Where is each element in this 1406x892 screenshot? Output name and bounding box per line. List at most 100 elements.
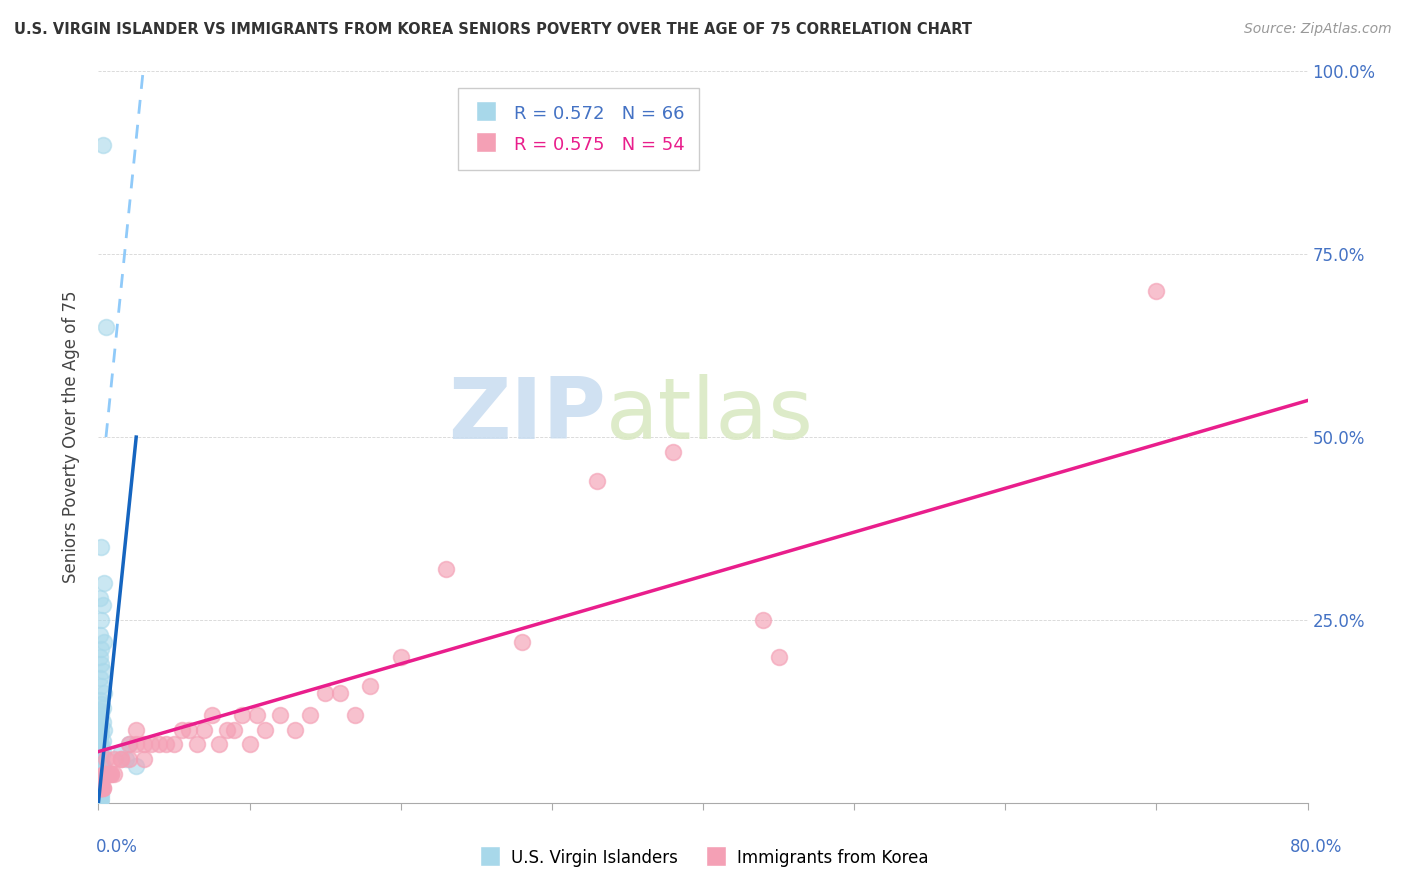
- Legend: U.S. Virgin Islanders, Immigrants from Korea: U.S. Virgin Islanders, Immigrants from K…: [471, 841, 935, 875]
- Point: [100, 766, 122, 780]
- Point: [155, 737, 177, 751]
- Point: [90, 766, 112, 780]
- Point: [90, 781, 112, 796]
- Point: [89, 649, 111, 664]
- Point: [89, 781, 111, 796]
- Point: [299, 708, 322, 723]
- Point: [91, 781, 114, 796]
- Point: [163, 737, 186, 751]
- Point: [434, 562, 457, 576]
- Point: [89, 794, 111, 808]
- Point: [89, 781, 111, 796]
- Y-axis label: Seniors Poverty Over the Age of 75: Seniors Poverty Over the Age of 75: [62, 291, 80, 583]
- Point: [132, 752, 155, 766]
- Text: ZIP: ZIP: [449, 374, 606, 457]
- Point: [103, 766, 125, 780]
- Point: [1146, 284, 1168, 298]
- Point: [89, 730, 111, 744]
- Point: [103, 752, 125, 766]
- Point: [89, 794, 111, 808]
- Point: [201, 708, 224, 723]
- Point: [510, 635, 533, 649]
- Point: [89, 792, 111, 806]
- Point: [89, 737, 111, 751]
- Point: [91, 664, 114, 678]
- Point: [125, 759, 148, 773]
- Point: [91, 599, 114, 613]
- Point: [752, 613, 775, 627]
- Point: [208, 737, 231, 751]
- Point: [125, 723, 148, 737]
- Point: [90, 789, 112, 803]
- Point: [89, 773, 111, 788]
- Point: [89, 763, 111, 777]
- Point: [224, 723, 246, 737]
- Point: [329, 686, 352, 700]
- Point: [89, 781, 111, 796]
- Point: [389, 649, 412, 664]
- Point: [768, 649, 790, 664]
- Point: [89, 785, 111, 799]
- Point: [314, 686, 336, 700]
- Point: [93, 635, 115, 649]
- Point: [118, 752, 141, 766]
- Point: [89, 759, 111, 773]
- Point: [118, 737, 141, 751]
- Point: [284, 723, 307, 737]
- Point: [344, 708, 367, 723]
- Point: [269, 708, 291, 723]
- Point: [360, 679, 382, 693]
- Point: [148, 737, 170, 751]
- Point: [89, 795, 111, 809]
- Point: [90, 540, 112, 554]
- Point: [215, 723, 238, 737]
- Point: [90, 781, 112, 796]
- Point: [253, 723, 276, 737]
- Point: [89, 795, 111, 809]
- Point: [239, 737, 262, 751]
- Point: [94, 752, 117, 766]
- Point: [170, 723, 193, 737]
- Point: [91, 137, 114, 152]
- Text: 80.0%: 80.0%: [1291, 838, 1343, 856]
- Point: [90, 756, 112, 770]
- Point: [231, 708, 253, 723]
- Point: [132, 737, 155, 751]
- Point: [89, 672, 111, 686]
- Point: [118, 737, 141, 751]
- Point: [89, 627, 111, 641]
- Point: [91, 733, 114, 747]
- Point: [90, 773, 112, 788]
- Text: atlas: atlas: [606, 374, 814, 457]
- Point: [89, 705, 111, 719]
- Point: [110, 752, 132, 766]
- Point: [186, 737, 208, 751]
- Point: [90, 719, 112, 733]
- Point: [586, 474, 609, 488]
- Point: [90, 740, 112, 755]
- Point: [89, 752, 111, 766]
- Point: [90, 679, 112, 693]
- Point: [93, 766, 115, 780]
- Point: [246, 708, 269, 723]
- Point: [110, 752, 132, 766]
- Text: 0.0%: 0.0%: [96, 838, 138, 856]
- Point: [89, 789, 111, 803]
- Text: U.S. VIRGIN ISLANDER VS IMMIGRANTS FROM KOREA SENIORS POVERTY OVER THE AGE OF 75: U.S. VIRGIN ISLANDER VS IMMIGRANTS FROM …: [14, 22, 972, 37]
- Point: [94, 766, 117, 780]
- Point: [89, 789, 111, 804]
- Point: [93, 766, 115, 780]
- Point: [93, 723, 115, 737]
- Point: [91, 700, 114, 714]
- Point: [90, 697, 112, 711]
- Point: [90, 778, 112, 792]
- Point: [90, 785, 112, 799]
- Point: [114, 752, 136, 766]
- Point: [90, 737, 112, 751]
- Point: [90, 792, 112, 806]
- Point: [661, 444, 683, 458]
- Point: [98, 766, 121, 780]
- Legend: R = 0.572   N = 66, R = 0.575   N = 54: R = 0.572 N = 66, R = 0.575 N = 54: [458, 87, 699, 169]
- Point: [90, 657, 112, 671]
- Point: [89, 748, 111, 763]
